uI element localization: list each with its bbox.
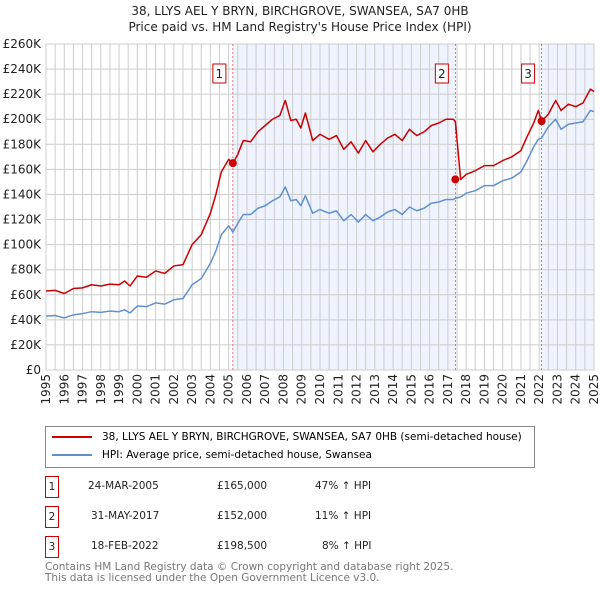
x-tick-label: 2021: [514, 374, 528, 405]
sale-label: 3: [524, 67, 532, 81]
footer-line: This data is licensed under the Open Gov…: [45, 572, 380, 584]
legend-label: HPI: Average price, semi-detached house,…: [102, 449, 372, 461]
sale-date: 18-FEB-2022: [91, 540, 159, 552]
sale-point: [451, 175, 460, 184]
footer: Contains HM Land Registry data © Crown c…: [45, 562, 453, 584]
x-tick-label: 1996: [57, 374, 71, 405]
x-tick-label: 2017: [441, 374, 455, 405]
hpi-line: [45, 109, 595, 319]
sale-label: 2: [438, 67, 446, 81]
sale-label-box: [434, 63, 449, 84]
y-tick-label: £80K: [10, 263, 42, 277]
sale-label-box: [521, 63, 536, 84]
sale-price: £165,000: [217, 480, 268, 492]
legend-item-property: 38, LLYS AEL Y BRYN, BIRCHGROVE, SWANSEA…: [52, 431, 522, 443]
sale-date: 31-MAY-2017: [91, 510, 160, 522]
chart-subtitle: Price paid vs. HM Land Registry's House …: [128, 20, 472, 34]
y-tick-label: £140K: [3, 187, 43, 201]
y-tick-label: £120K: [3, 213, 43, 227]
sale-marker-box: 2: [45, 506, 59, 528]
x-tick-label: 2014: [386, 374, 400, 405]
y-tick-label: £60K: [10, 288, 42, 302]
x-tick-label: 2020: [496, 374, 510, 405]
x-tick-label: 2004: [203, 374, 217, 405]
sale-row: 2 31-MAY-2017 £152,000 11% ↑ HPI: [45, 506, 545, 528]
y-tick-label: £180K: [3, 137, 43, 151]
x-tick-label: 1999: [112, 374, 126, 405]
sale-hpi: 11% ↑ HPI: [315, 510, 372, 522]
x-tick-label: 1997: [76, 374, 90, 405]
x-tick-label: 1998: [94, 374, 108, 405]
x-tick-label: 2011: [331, 374, 345, 405]
ownership-shade: [541, 44, 594, 370]
x-tick-label: 2008: [276, 374, 290, 405]
x-tick-label: 2005: [222, 374, 236, 405]
x-tick-label: 2024: [569, 374, 583, 405]
x-tick-label: 2002: [167, 374, 181, 405]
y-tick-label: £160K: [3, 162, 43, 176]
x-tick-label: 2019: [477, 374, 491, 405]
y-tick-label: £260K: [3, 37, 43, 51]
y-tick-label: £20K: [10, 338, 42, 352]
chart-title: 38, LLYS AEL Y BRYN, BIRCHGROVE, SWANSEA…: [131, 4, 469, 18]
y-tick-label: £220K: [3, 87, 43, 101]
x-tick-label: 2000: [130, 374, 144, 405]
y-tick-label: £40K: [10, 313, 42, 327]
sale-price: £198,500: [217, 540, 268, 552]
legend-label: 38, LLYS AEL Y BRYN, BIRCHGROVE, SWANSEA…: [102, 431, 522, 443]
y-tick-label: £200K: [3, 112, 43, 126]
sale-marker-box: 1: [45, 476, 59, 498]
plot-border: [45, 43, 595, 371]
price-paid-line: [45, 88, 595, 295]
sale-hpi: 47% ↑ HPI: [315, 480, 372, 492]
x-tick-label: 2006: [240, 374, 254, 405]
ownership-shade: [232, 44, 456, 370]
y-tick-label: £100K: [3, 238, 43, 252]
x-tick-label: 2010: [313, 374, 327, 405]
y-tick-label: £240K: [3, 62, 43, 76]
sale-label: 1: [216, 67, 224, 81]
x-tick-label: 2015: [404, 374, 418, 405]
x-tick-label: 2007: [258, 374, 272, 405]
x-tick-label: 2025: [587, 374, 600, 405]
x-tick-label: 2003: [185, 374, 199, 405]
x-tick-label: 2016: [423, 374, 437, 405]
sale-label-box: [212, 63, 227, 84]
x-tick-label: 2012: [350, 374, 364, 405]
x-tick-label: 2018: [459, 374, 473, 405]
x-tick-label: 2022: [532, 374, 546, 405]
footer-line: Contains HM Land Registry data © Crown c…: [45, 561, 454, 573]
legend: 38, LLYS AEL Y BRYN, BIRCHGROVE, SWANSEA…: [45, 426, 535, 468]
sale-row: 3 18-FEB-2022 £198,500 8% ↑ HPI: [45, 536, 545, 558]
x-tick-label: 2001: [149, 374, 163, 405]
legend-swatch-red: [52, 436, 92, 438]
legend-swatch-blue: [52, 454, 92, 456]
x-tick-label: 2023: [550, 374, 564, 405]
y-tick-label: £0: [26, 363, 41, 377]
sale-point: [228, 159, 237, 168]
sale-point: [537, 117, 546, 126]
legend-item-hpi: HPI: Average price, semi-detached house,…: [52, 449, 372, 461]
sale-hpi: 8% ↑ HPI: [322, 540, 372, 552]
price-chart: £0 £20K £40K £60K £80K £100K £120K £140K £160K £1…: [3, 37, 600, 405]
sale-marker-box: 3: [45, 536, 59, 558]
x-tick-label: 2009: [295, 374, 309, 405]
sale-row: 1 24-MAR-2005 £165,000 47% ↑ HPI: [45, 476, 545, 498]
sale-price: £152,000: [217, 510, 268, 522]
sale-date: 24-MAR-2005: [88, 480, 159, 492]
x-tick-label: 1995: [39, 374, 53, 405]
x-tick-label: 2013: [368, 374, 382, 405]
